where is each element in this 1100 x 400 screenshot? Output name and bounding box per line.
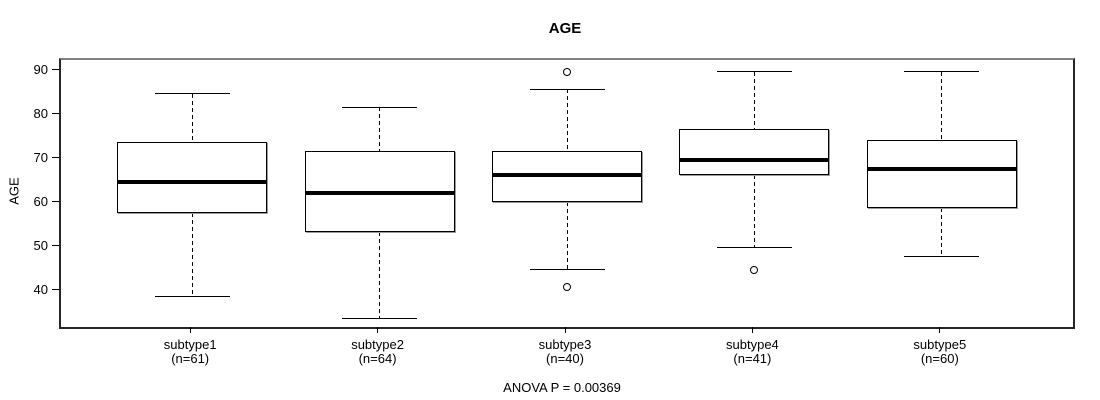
x-axis-label-subtype5: subtype5 (n=60) — [870, 338, 1010, 366]
x-axis-tick-subtype4 — [751, 327, 753, 333]
y-axis-tick-label-90: 90 — [33, 61, 48, 77]
median-line-subtype2 — [304, 190, 455, 195]
median-line-subtype4 — [679, 157, 830, 162]
y-axis-tick-50 — [52, 245, 59, 247]
box-subtype4 — [679, 129, 830, 176]
whisker-lower-subtype5 — [941, 208, 943, 257]
y-axis-tick-80 — [52, 113, 59, 115]
outlier-point-subtype3-0 — [563, 67, 571, 76]
whisker-lower-subtype4 — [753, 175, 755, 248]
whisker-cap-lower-subtype3 — [529, 269, 605, 271]
x-axis-tick-subtype2 — [377, 327, 379, 333]
whisker-upper-subtype5 — [941, 71, 943, 141]
x-label-count-subtype1: (n=61) — [171, 351, 210, 366]
median-line-subtype5 — [866, 166, 1017, 171]
whisker-upper-subtype2 — [379, 107, 381, 152]
whisker-upper-subtype1 — [191, 93, 193, 143]
whisker-lower-subtype2 — [379, 232, 381, 319]
x-label-name-subtype3: subtype3 — [538, 337, 592, 352]
x-axis-label-subtype1: subtype1 (n=61) — [120, 338, 260, 366]
chart-title: AGE — [548, 20, 582, 37]
whisker-cap-upper-subtype5 — [904, 71, 980, 73]
x-axis-label-subtype2: subtype2 (n=64) — [308, 338, 448, 366]
x-label-count-subtype5: (n=60) — [920, 351, 959, 366]
median-line-subtype1 — [117, 179, 268, 184]
y-axis-tick-label-80: 80 — [33, 105, 48, 121]
x-label-name-subtype5: subtype5 — [913, 337, 967, 352]
x-label-name-subtype4: subtype4 — [726, 337, 779, 352]
whisker-cap-upper-subtype2 — [342, 106, 418, 108]
whisker-upper-subtype3 — [566, 89, 568, 152]
y-axis-tick-label-40: 40 — [33, 281, 48, 297]
whisker-cap-upper-subtype1 — [154, 93, 230, 95]
whisker-cap-lower-subtype5 — [904, 256, 980, 258]
y-axis-tick-label-70: 70 — [33, 149, 48, 165]
y-axis-tick-label-60: 60 — [33, 193, 48, 209]
x-label-count-subtype4: (n=41) — [733, 351, 772, 366]
median-line-subtype3 — [492, 173, 642, 178]
outlier-point-subtype4-0 — [750, 265, 759, 274]
y-axis-tick-40 — [52, 289, 59, 291]
whisker-cap-upper-subtype4 — [716, 71, 792, 73]
outlier-point-subtype3-1 — [563, 283, 571, 292]
whisker-cap-lower-subtype4 — [716, 247, 792, 249]
x-label-count-subtype2: (n=64) — [358, 351, 397, 366]
whisker-cap-upper-subtype3 — [529, 88, 605, 90]
x-axis-tick-subtype5 — [939, 327, 941, 333]
whisker-upper-subtype4 — [753, 71, 755, 130]
whisker-lower-subtype1 — [191, 212, 193, 297]
x-label-name-subtype1: subtype1 — [163, 337, 217, 352]
box-subtype1 — [117, 142, 268, 213]
whisker-lower-subtype3 — [566, 201, 568, 270]
x-axis-label-subtype4: subtype4 (n=41) — [682, 338, 822, 366]
y-axis-tick-90 — [52, 69, 59, 71]
x-axis-tick-subtype1 — [189, 327, 191, 333]
y-axis-tick-60 — [52, 201, 59, 203]
x-axis-tick-subtype3 — [564, 327, 566, 333]
y-axis-tick-label-50: 50 — [33, 237, 48, 253]
plot-area — [59, 58, 1075, 329]
x-axis-label-subtype3: subtype3 (n=40) — [495, 338, 635, 366]
x-label-name-subtype2: subtype2 — [351, 337, 404, 352]
whisker-cap-lower-subtype1 — [154, 295, 230, 297]
x-label-count-subtype3: (n=40) — [546, 351, 584, 366]
box-subtype5 — [866, 140, 1017, 209]
y-axis-tick-70 — [52, 157, 59, 159]
anova-caption: ANOVA P = 0.00369 — [503, 380, 621, 395]
whisker-cap-lower-subtype2 — [342, 317, 418, 319]
